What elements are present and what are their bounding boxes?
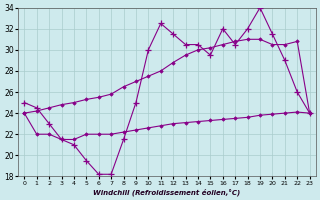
X-axis label: Windchill (Refroidissement éolien,°C): Windchill (Refroidissement éolien,°C) [93,188,241,196]
